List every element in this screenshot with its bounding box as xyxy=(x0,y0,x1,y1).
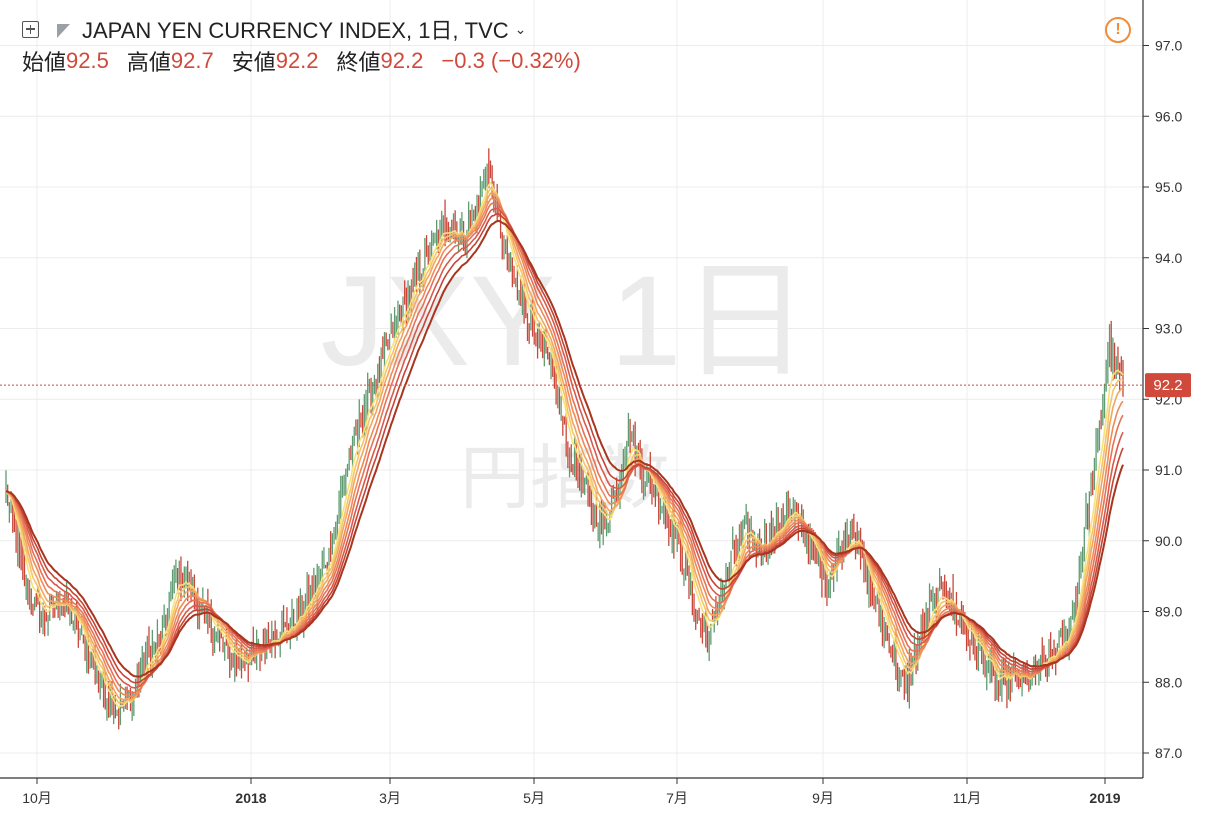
y-tick-label: 87.0 xyxy=(1155,745,1182,761)
high-value: 92.7 xyxy=(170,48,214,73)
symbol-title[interactable]: JAPAN YEN CURRENCY INDEX, 1日, TVC xyxy=(82,18,509,43)
ema-line xyxy=(5,213,1124,684)
y-tick-label: 90.0 xyxy=(1155,533,1182,549)
x-tick-label: 11月 xyxy=(953,790,982,806)
y-tick-label: 95.0 xyxy=(1155,179,1182,195)
ohlc-row: 始値 92.5 高値 92.7 安値 92.2 終値 92.2 −0.3 (−0… xyxy=(22,46,581,76)
x-tick-label: 10月 xyxy=(22,790,52,806)
alert-circle-icon[interactable]: ! xyxy=(1105,17,1131,43)
y-tick-label: 88.0 xyxy=(1155,674,1182,690)
plus-square-icon[interactable] xyxy=(22,20,39,38)
open-value: 92.5 xyxy=(66,48,109,73)
y-axis-ticks: 87.088.089.090.091.092.093.094.095.096.0… xyxy=(1143,38,1182,761)
high-label: 高値 xyxy=(126,50,171,75)
ema-line xyxy=(5,181,1124,709)
x-axis-ticks: 10月 2018 3月 5月 7月 9月 11月 2019 xyxy=(22,778,1121,806)
ema-line xyxy=(5,192,1124,701)
x-tick-label: 9月 xyxy=(812,790,834,806)
ema-line xyxy=(5,187,1124,704)
low-label: 安値 xyxy=(231,50,276,75)
y-tick-label: 97.0 xyxy=(1155,38,1182,54)
y-tick-label: 93.0 xyxy=(1155,321,1182,337)
y-tick-label: 94.0 xyxy=(1155,250,1182,266)
ema-line xyxy=(5,219,1124,678)
y-tick-label: 89.0 xyxy=(1155,604,1182,620)
x-tick-label: 5月 xyxy=(523,790,545,806)
y-tick-label: 96.0 xyxy=(1155,108,1182,124)
last-price-text: 92.2 xyxy=(1153,377,1182,394)
last-price-box xyxy=(1145,373,1191,398)
flag-icon[interactable] xyxy=(57,24,70,38)
chevron-down-icon[interactable]: ⌄ xyxy=(514,20,527,37)
open-label: 始値 xyxy=(22,50,67,75)
close-label: 終値 xyxy=(336,50,381,75)
x-tick-label: 3月 xyxy=(379,790,401,806)
ma-ribbon xyxy=(5,181,1124,709)
x-tick-label: 2018 xyxy=(235,790,266,806)
low-value: 92.2 xyxy=(275,48,319,73)
change-value: −0.3 (−0.32%) xyxy=(441,48,581,73)
x-tick-label: 7月 xyxy=(666,790,688,806)
chart-legend: JAPAN YEN CURRENCY INDEX, 1日, TVC ⌄ 始値 9… xyxy=(22,14,581,76)
y-tick-label: 91.0 xyxy=(1155,462,1182,478)
last-price-label: 92.2 xyxy=(1145,373,1191,398)
x-tick-label: 2019 xyxy=(1089,790,1120,806)
price-bars xyxy=(5,148,1124,730)
close-value: 92.2 xyxy=(380,48,424,73)
